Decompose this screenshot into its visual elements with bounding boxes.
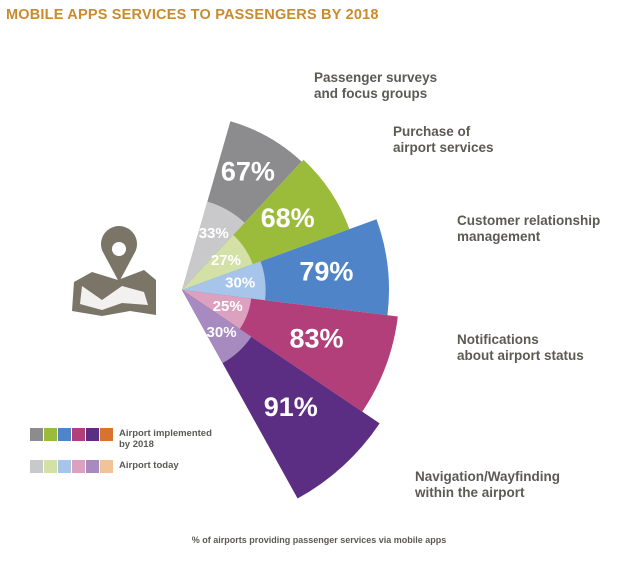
value-label-implemented: 67%: [221, 157, 275, 187]
legend-implemented-label: Airport implemented by 2018: [119, 428, 212, 450]
legend-swatch: [100, 460, 113, 473]
legend-today: Airport today: [30, 460, 229, 478]
legend-swatches-implemented: [30, 428, 114, 446]
value-label-implemented: 91%: [264, 392, 318, 422]
value-label-implemented: 83%: [289, 323, 343, 353]
legend-swatch: [30, 428, 43, 441]
chart-fan: 33% 67% 27% 68% 30% 79% 25% 83% 30% 91%: [182, 121, 398, 499]
legend-swatch: [72, 428, 85, 441]
legend-swatch: [44, 428, 57, 441]
value-label-today: 30%: [207, 324, 237, 341]
category-label-passenger-surveys: Passenger surveys and focus groups: [314, 70, 438, 101]
value-label-today: 33%: [199, 225, 229, 242]
bar-today: [182, 201, 245, 290]
value-label-today: 30%: [225, 274, 255, 291]
category-label-notifications: Notifications about airport status: [457, 332, 584, 363]
legend-swatch: [44, 460, 57, 473]
map-pin-icon: [72, 226, 156, 316]
legend-swatch: [86, 460, 99, 473]
bar-today: [182, 234, 253, 290]
category-label-navigation: Navigation/Wayfinding within the airport: [415, 469, 560, 500]
legend-today-label: Airport today: [119, 460, 179, 471]
legend-swatch: [58, 460, 71, 473]
legend-today-block: Airport today: [30, 460, 229, 478]
legend-swatch: [72, 460, 85, 473]
legend-swatches-today: [30, 460, 114, 478]
value-label-today: 25%: [213, 298, 243, 315]
value-label-implemented: 79%: [299, 257, 353, 287]
legend-swatch: [58, 428, 71, 441]
legend-swatch: [30, 460, 43, 473]
bar-today: [182, 290, 252, 364]
value-label-today: 27%: [211, 252, 241, 269]
legend: Airport implemented by 2018: [30, 428, 229, 450]
category-label-customer-relationship: Customer relationship management: [457, 213, 601, 244]
value-label-implemented: 68%: [261, 203, 315, 233]
legend-swatch: [100, 428, 113, 441]
bar-today: [182, 290, 252, 329]
page-title: MOBILE APPS SERVICES TO PASSENGERS BY 20…: [6, 7, 379, 23]
chart-footnote: % of airports providing passenger servic…: [191, 535, 447, 545]
legend-implemented: Airport implemented by 2018: [30, 428, 229, 450]
legend-swatch: [86, 428, 99, 441]
bar-today: [182, 261, 266, 301]
category-label-purchase-services: Purchase of airport services: [393, 124, 494, 155]
